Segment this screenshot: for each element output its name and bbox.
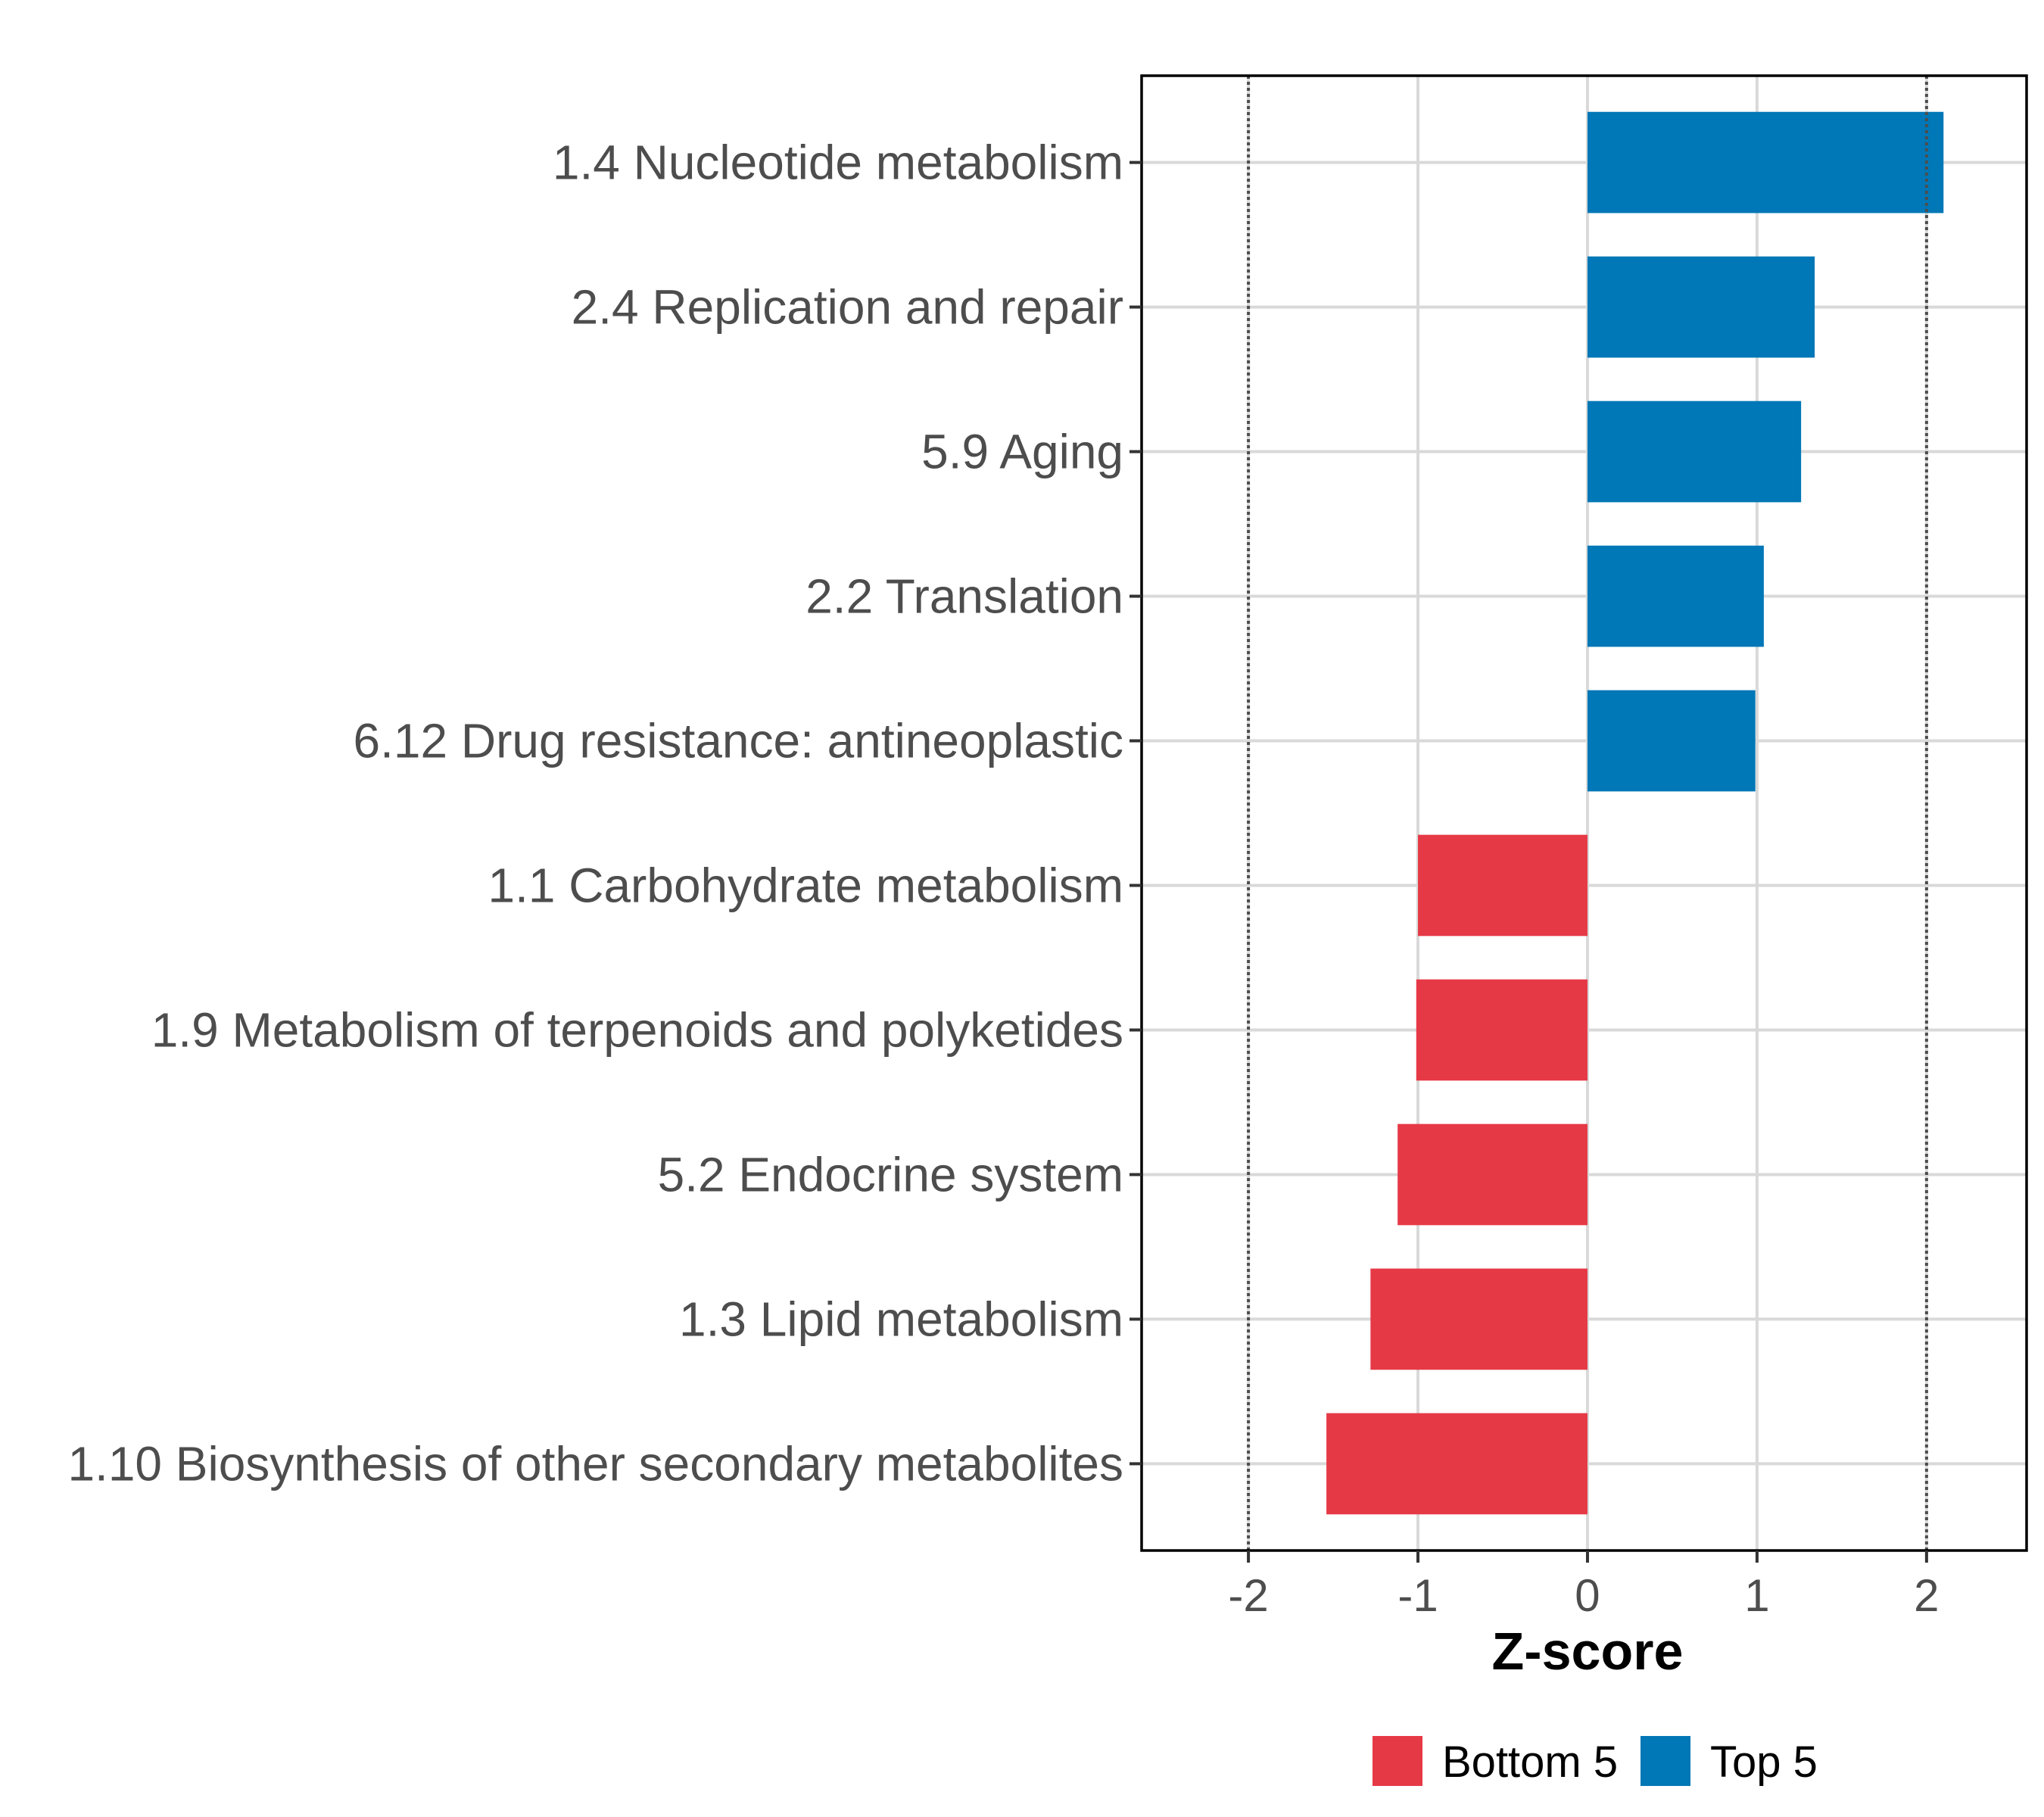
x-axis-title: Z-score: [1492, 1622, 1684, 1681]
y-tick-label: 2.2 Translation: [805, 569, 1123, 624]
x-axis: -2 -1 0 1 2: [1228, 1551, 1940, 1621]
bar-top-2: [1587, 256, 1815, 358]
y-tick-label: 2.4 Replication and repair: [572, 280, 1123, 335]
bar-top-3: [1587, 400, 1802, 503]
y-tick-label: 1.3 Lipid metabolism: [679, 1292, 1123, 1346]
y-tick-label: 1.1 Carbohydrate metabolism: [488, 858, 1123, 912]
y-tick-label: 5.2 Endocrine system: [658, 1147, 1123, 1201]
bar-bottom-8: [1397, 1124, 1588, 1226]
bar-top-5: [1587, 690, 1756, 792]
legend-label: Bottom 5: [1442, 1738, 1618, 1787]
legend-swatch-bottom-5: [1373, 1736, 1422, 1786]
y-axis: 1.4 Nucleotide metabolism 2.4 Replication…: [67, 136, 1142, 1491]
y-tick-label: 1.10 Biosynthesis of other secondary met…: [67, 1436, 1123, 1491]
panel-border: [1140, 74, 2028, 1552]
bar-bottom-10: [1326, 1413, 1588, 1515]
legend-label: Top 5: [1710, 1738, 1818, 1787]
bar-bottom-9: [1370, 1268, 1588, 1370]
x-tick-label: 2: [1914, 1570, 1939, 1621]
bar-top-1: [1587, 111, 1944, 213]
y-tick-label: 1.9 Metabolism of terpenoids and polyket…: [151, 1002, 1123, 1057]
x-tick-label: -1: [1397, 1570, 1438, 1621]
legend: Bottom 5 Top 5: [1373, 1736, 1818, 1787]
y-tick-label: 6.12 Drug resistance: antineoplastic: [354, 714, 1123, 768]
bar-top-4: [1587, 545, 1764, 647]
y-tick-label: 5.9 Aging: [921, 425, 1123, 479]
x-tick-label: 1: [1744, 1570, 1769, 1621]
bars: [1326, 111, 1944, 1515]
y-tick-label: 1.4 Nucleotide metabolism: [553, 136, 1123, 190]
x-tick-label: -2: [1228, 1570, 1268, 1621]
bar-bottom-6: [1418, 834, 1588, 937]
legend-swatch-top-5: [1640, 1736, 1690, 1786]
bar-bottom-7: [1416, 979, 1588, 1081]
x-tick-label: 0: [1575, 1570, 1600, 1621]
